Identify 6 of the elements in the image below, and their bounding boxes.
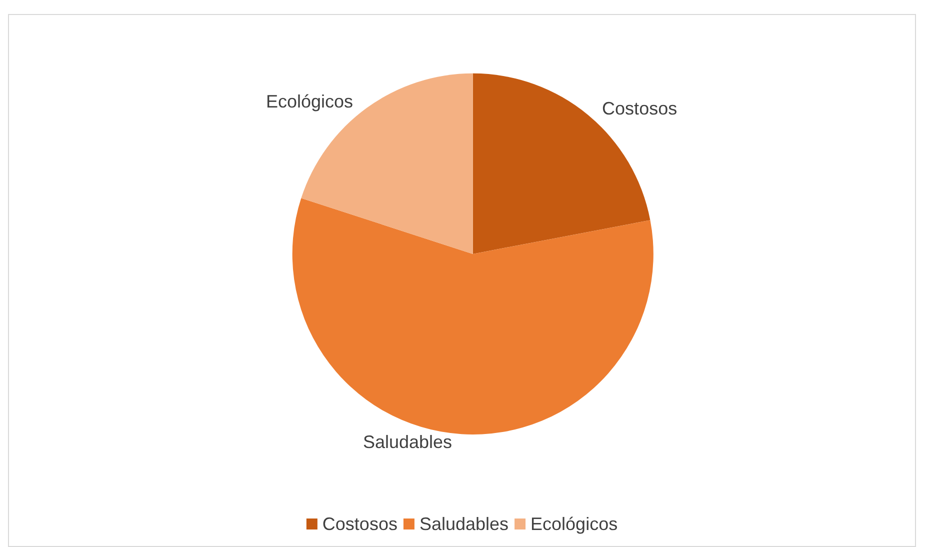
legend-label: Ecológicos — [530, 514, 618, 534]
legend-label: Saludables — [419, 514, 509, 534]
slice-label: Saludables — [362, 432, 452, 452]
slice-label: Ecológicos — [266, 91, 354, 112]
slice-label: Costosos — [602, 98, 678, 119]
legend-label: Costosos — [322, 514, 398, 534]
